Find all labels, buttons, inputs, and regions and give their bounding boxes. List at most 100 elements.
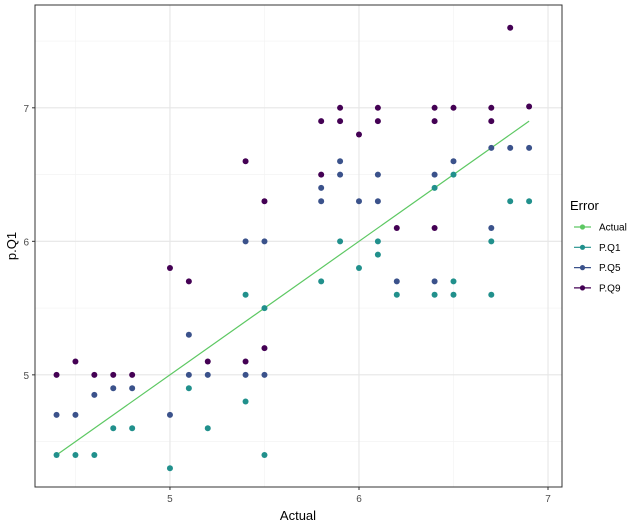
point-p-q1 [450, 291, 457, 298]
legend-label: Actual [599, 223, 627, 234]
point-p-q9 [337, 104, 344, 111]
point-p-q5 [242, 371, 249, 378]
panel-border [34, 4, 563, 488]
point-p-q9 [91, 371, 98, 378]
point-p-q5 [185, 371, 192, 378]
point-p-q5 [261, 371, 268, 378]
point-p-q5 [53, 411, 60, 418]
point-p-q9 [526, 103, 533, 110]
point-p-q5 [488, 144, 495, 151]
point-p-q5 [355, 198, 362, 205]
point-p-q9 [204, 358, 211, 365]
point-p-q1 [431, 291, 438, 298]
plot-panel [35, 5, 562, 487]
point-p-q9 [166, 265, 173, 272]
legend-label: P.Q5 [599, 263, 621, 274]
point-p-q9 [318, 171, 325, 178]
legend-item-p-q5: P.Q5 [574, 263, 621, 274]
point-p-q9 [355, 131, 362, 138]
legend-title: Error [570, 198, 600, 213]
legend-item-p-q1: P.Q1 [574, 243, 621, 254]
x-tick-label: 5 [167, 494, 173, 505]
point-p-q5 [261, 238, 268, 245]
point-p-q5 [450, 158, 457, 165]
point-p-q1 [185, 385, 192, 392]
point-p-q5 [91, 391, 98, 398]
point-p-q1 [261, 451, 268, 458]
point-p-q9 [242, 358, 249, 365]
legend-label: P.Q1 [599, 243, 621, 254]
point-p-q1 [450, 171, 457, 178]
x-tick-label: 6 [356, 494, 362, 505]
point-p-q9 [488, 104, 495, 111]
point-p-q5 [318, 198, 325, 205]
legend-key-dot [579, 244, 586, 250]
point-p-q1 [261, 305, 268, 312]
y-tick-label: 5 [23, 371, 29, 382]
point-p-q1 [355, 265, 362, 272]
point-p-q1 [110, 425, 117, 432]
point-p-q5 [374, 171, 381, 178]
point-p-q5 [507, 144, 514, 151]
point-p-q9 [261, 345, 268, 352]
legend-key-dot [579, 285, 586, 291]
point-p-q9 [185, 278, 192, 285]
point-p-q1 [488, 238, 495, 245]
point-p-q5 [129, 385, 136, 392]
point-p-q1 [393, 291, 400, 298]
point-p-q1 [450, 278, 457, 285]
point-p-q9 [450, 104, 457, 111]
point-p-q9 [53, 371, 60, 378]
point-p-q9 [110, 371, 117, 378]
point-p-q1 [488, 291, 495, 298]
point-p-q5 [110, 385, 117, 392]
point-p-q1 [507, 198, 514, 205]
point-p-q5 [166, 411, 173, 418]
point-p-q1 [242, 398, 249, 405]
point-p-q1 [53, 451, 60, 458]
point-p-q9 [242, 158, 249, 165]
point-p-q5 [431, 278, 438, 285]
point-p-q5 [337, 171, 344, 178]
point-p-q9 [507, 24, 514, 31]
legend: Error Actual P.Q1 P.Q5 P.Q9 [570, 198, 627, 294]
axis-ticks: 5 6 7 5 6 7 [23, 104, 551, 505]
point-p-q1 [374, 251, 381, 258]
x-axis-label: Actual [280, 508, 316, 523]
x-tick-label: 7 [545, 494, 551, 505]
point-p-q1 [242, 291, 249, 298]
data-marks [53, 24, 533, 472]
point-p-q5 [393, 278, 400, 285]
legend-label: P.Q9 [599, 283, 621, 294]
point-p-q1 [91, 451, 98, 458]
point-p-q9 [431, 118, 438, 125]
legend-key-dot [579, 224, 586, 230]
point-p-q5 [318, 184, 325, 191]
point-p-q1 [337, 238, 344, 245]
y-tick-label: 6 [23, 237, 29, 248]
point-p-q9 [318, 118, 325, 125]
point-p-q9 [261, 198, 268, 205]
point-p-q9 [374, 104, 381, 111]
point-p-q5 [204, 371, 211, 378]
point-p-q5 [526, 144, 533, 151]
point-p-q5 [185, 331, 192, 338]
point-p-q5 [337, 158, 344, 165]
y-axis-label: p.Q1 [4, 232, 19, 260]
point-p-q1 [431, 184, 438, 191]
point-p-q9 [431, 104, 438, 111]
actual-line [56, 120, 530, 456]
point-p-q9 [129, 371, 136, 378]
point-p-q1 [129, 425, 136, 432]
point-p-q5 [72, 411, 79, 418]
point-p-q5 [488, 224, 495, 231]
grid [35, 5, 562, 487]
point-p-q5 [242, 238, 249, 245]
point-p-q5 [374, 198, 381, 205]
point-p-q1 [166, 465, 173, 472]
legend-key-dot [579, 265, 586, 271]
point-p-q9 [393, 224, 400, 231]
point-p-q1 [526, 198, 533, 205]
point-p-q9 [374, 118, 381, 125]
